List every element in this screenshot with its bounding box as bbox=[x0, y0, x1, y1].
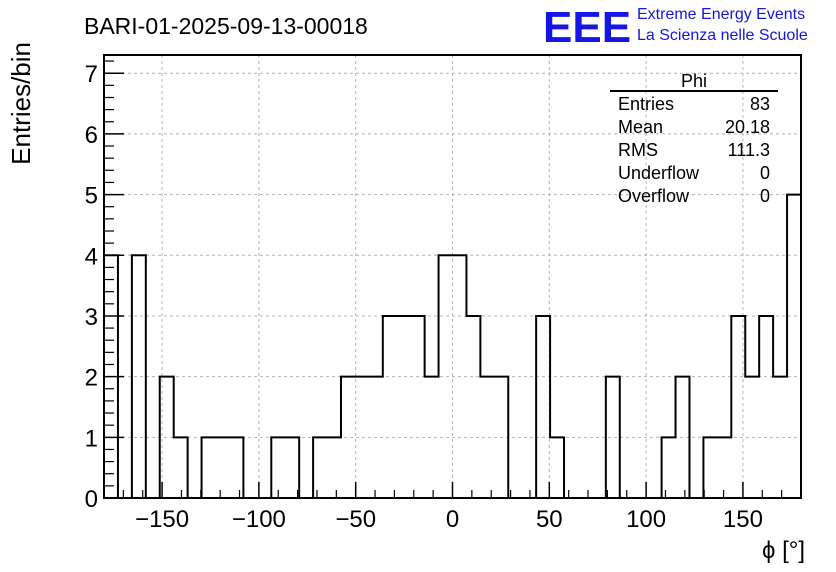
y-tick-label: 3 bbox=[85, 304, 98, 331]
eee-logo-mark: EEE bbox=[543, 3, 631, 52]
x-axis-label: ϕ [°] bbox=[762, 537, 805, 564]
org-name-line2: La Scienza nelle Scuole bbox=[637, 27, 808, 44]
y-tick-label: 5 bbox=[85, 183, 98, 210]
y-axis-label: Entries/bin bbox=[6, 42, 36, 165]
stats-row-value: 83 bbox=[750, 94, 770, 114]
axis-tick-labels: −150 −100 −50 0 50 100 150 0 1 2 3 4 5 6 7 bbox=[85, 61, 763, 533]
stats-row-label: Entries bbox=[618, 94, 674, 114]
stats-box-title: Phi bbox=[681, 71, 707, 91]
stats-row-label: Overflow bbox=[618, 186, 690, 206]
stats-box: Phi Entries 83 Mean 20.18 RMS 111.3 Underflow 0… bbox=[610, 71, 778, 206]
eee-logo: EEE Extreme Energy Events La Scienza nel… bbox=[543, 3, 808, 52]
stats-row-value: 20.18 bbox=[725, 117, 770, 137]
stats-row-value: 0 bbox=[760, 163, 770, 183]
axis-ticks bbox=[103, 60, 802, 499]
x-tick-label: −100 bbox=[232, 506, 286, 533]
x-tick-label: 0 bbox=[446, 506, 459, 533]
stats-row-value: 111.3 bbox=[728, 140, 770, 160]
x-tick-label: −150 bbox=[135, 506, 189, 533]
org-name-line1: Extreme Energy Events bbox=[637, 6, 805, 23]
y-tick-label: 2 bbox=[85, 365, 98, 392]
y-tick-label: 0 bbox=[85, 486, 98, 513]
x-tick-label: −50 bbox=[335, 506, 376, 533]
stats-row-value: 0 bbox=[760, 186, 770, 206]
x-tick-label: 100 bbox=[626, 506, 666, 533]
x-tick-label: 150 bbox=[723, 506, 763, 533]
stats-row-label: Underflow bbox=[618, 163, 700, 183]
stats-box-rows: Entries 83 Mean 20.18 RMS 111.3 Underflow 0 Over… bbox=[618, 94, 770, 206]
stats-row-label: RMS bbox=[618, 140, 658, 160]
chart-title: BARI-01-2025-09-13-00018 bbox=[84, 13, 368, 39]
y-tick-label: 6 bbox=[85, 122, 98, 149]
y-tick-label: 7 bbox=[85, 61, 98, 88]
y-tick-label: 1 bbox=[85, 425, 98, 452]
grid bbox=[104, 55, 801, 498]
y-tick-label: 4 bbox=[85, 243, 98, 270]
x-tick-label: 50 bbox=[536, 506, 563, 533]
stats-row-label: Mean bbox=[618, 117, 663, 137]
